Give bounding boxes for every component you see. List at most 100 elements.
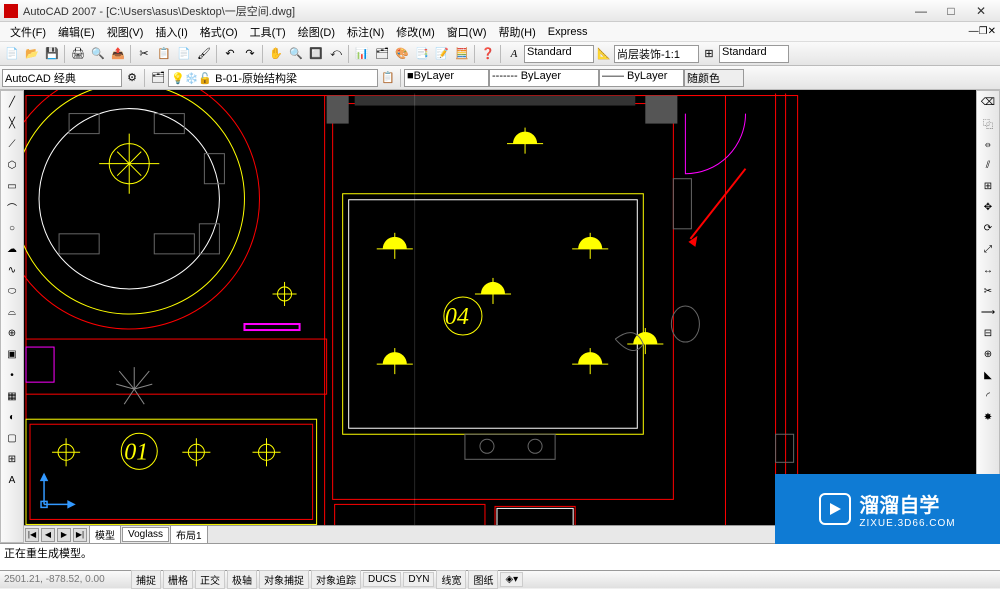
undo-button[interactable]: ↶ <box>220 44 240 64</box>
tab-nav-prev[interactable]: ◀ <box>41 528 55 542</box>
menu-draw[interactable]: 绘图(D) <box>292 22 341 42</box>
menu-file[interactable]: 文件(F) <box>4 22 52 42</box>
extend-tool[interactable]: ⟶ <box>979 303 997 321</box>
trim-tool[interactable]: ✂ <box>979 282 997 300</box>
preview-button[interactable]: 🔍 <box>88 44 108 64</box>
layer-select[interactable]: 💡❄️🔓 B-01-原始结构梁 <box>168 69 378 87</box>
layer-prop-button[interactable]: 🗂 <box>148 68 168 88</box>
table-tool[interactable]: ⊞ <box>3 450 21 468</box>
textstyle-select[interactable]: Standard <box>524 45 594 63</box>
dyn-toggle[interactable]: DYN <box>403 572 434 587</box>
scale-tool[interactable]: ⤢ <box>979 240 997 258</box>
menu-tools[interactable]: 工具(T) <box>244 22 292 42</box>
menu-format[interactable]: 格式(O) <box>194 22 244 42</box>
zoom-rt-button[interactable]: 🔍 <box>286 44 306 64</box>
line-tool[interactable]: ╱ <box>3 93 21 111</box>
zoom-prev-button[interactable]: ⤺ <box>326 44 346 64</box>
otrack-toggle[interactable]: 对象追踪 <box>311 570 361 589</box>
ellipsearc-tool[interactable]: ⌓ <box>3 303 21 321</box>
ellipse-tool[interactable]: ⬭ <box>3 282 21 300</box>
text-style-icon[interactable]: A <box>504 44 524 64</box>
menu-view[interactable]: 视图(V) <box>101 22 150 42</box>
osnap-toggle[interactable]: 对象捕捉 <box>259 570 309 589</box>
rect-tool[interactable]: ▭ <box>3 177 21 195</box>
tab-layout1[interactable]: 布局1 <box>170 525 208 543</box>
revcloud-tool[interactable]: ☁ <box>3 240 21 258</box>
fillet-tool[interactable]: ◜ <box>979 387 997 405</box>
break-tool[interactable]: ⊟ <box>979 324 997 342</box>
hatch-tool[interactable]: ▦ <box>3 387 21 405</box>
insert-tool[interactable]: ⊕ <box>3 324 21 342</box>
array-tool[interactable]: ⊞ <box>979 177 997 195</box>
properties-button[interactable]: 📊 <box>352 44 372 64</box>
tab-model[interactable]: 模型 <box>89 525 121 543</box>
offset-tool[interactable]: ⫽ <box>979 156 997 174</box>
tab-voglass[interactable]: Voglass <box>122 527 169 542</box>
paste-button[interactable]: 📄 <box>174 44 194 64</box>
menu-insert[interactable]: 插入(I) <box>149 22 193 42</box>
snap-toggle[interactable]: 捕捉 <box>131 570 161 589</box>
markup-button[interactable]: 📝 <box>432 44 452 64</box>
redo-button[interactable]: ↷ <box>240 44 260 64</box>
open-button[interactable]: 📂 <box>22 44 42 64</box>
cut-button[interactable]: ✂ <box>134 44 154 64</box>
workspace-select[interactable]: AutoCAD 经典 <box>2 69 122 87</box>
plotstyle-select[interactable]: 随颜色 <box>684 69 744 87</box>
lwt-toggle[interactable]: 线宽 <box>436 570 466 589</box>
mirror-tool[interactable]: ⦵ <box>979 135 997 153</box>
arc-tool[interactable]: ⌒ <box>3 198 21 216</box>
paper-toggle[interactable]: 图纸 <box>468 570 498 589</box>
ortho-toggle[interactable]: 正交 <box>195 570 225 589</box>
lineweight-select[interactable]: —— ByLayer <box>599 69 684 87</box>
publish-button[interactable]: 📤 <box>108 44 128 64</box>
status-icon[interactable]: ◈▾ <box>500 572 523 587</box>
maximize-button[interactable]: □ <box>936 2 966 20</box>
ducs-toggle[interactable]: DUCS <box>363 572 401 587</box>
menu-help[interactable]: 帮助(H) <box>493 22 542 42</box>
mtext-tool[interactable]: A <box>3 471 21 489</box>
rotate-tool[interactable]: ⟳ <box>979 219 997 237</box>
linetype-select[interactable]: ------- ByLayer <box>489 69 599 87</box>
tab-nav-next[interactable]: ▶ <box>57 528 71 542</box>
polygon-tool[interactable]: ⬡ <box>3 156 21 174</box>
doc-minimize-button[interactable]: — <box>969 26 979 37</box>
explode-tool[interactable]: ✸ <box>979 408 997 426</box>
tab-nav-first[interactable]: |◀ <box>25 528 39 542</box>
stretch-tool[interactable]: ↔ <box>979 261 997 279</box>
block-tool[interactable]: ▣ <box>3 345 21 363</box>
tablestyle-select[interactable]: Standard <box>719 45 789 63</box>
calc-button[interactable]: 🧮 <box>452 44 472 64</box>
menu-modify[interactable]: 修改(M) <box>390 22 441 42</box>
zoom-win-button[interactable]: 🔲 <box>306 44 326 64</box>
layer-state-button[interactable]: 📋 <box>378 68 398 88</box>
circle-tool[interactable]: ○ <box>3 219 21 237</box>
point-tool[interactable]: • <box>3 366 21 384</box>
tablestyle-icon[interactable]: ⊞ <box>699 44 719 64</box>
menu-window[interactable]: 窗口(W) <box>441 22 493 42</box>
menu-express[interactable]: Express <box>542 24 594 40</box>
ssm-button[interactable]: 📑 <box>412 44 432 64</box>
copy-tool[interactable]: ⿻ <box>979 114 997 132</box>
gradient-tool[interactable]: ◐ <box>3 408 21 426</box>
grid-toggle[interactable]: 栅格 <box>163 570 193 589</box>
doc-restore-button[interactable]: ❐ <box>979 26 988 37</box>
dc-button[interactable]: 🗂 <box>372 44 392 64</box>
xline-tool[interactable]: ╳ <box>3 114 21 132</box>
polar-toggle[interactable]: 极轴 <box>227 570 257 589</box>
doc-close-button[interactable]: ✕ <box>988 26 996 37</box>
pan-button[interactable]: ✋ <box>266 44 286 64</box>
minimize-button[interactable]: — <box>906 2 936 20</box>
help-button[interactable]: ❓ <box>478 44 498 64</box>
join-tool[interactable]: ⊕ <box>979 345 997 363</box>
move-tool[interactable]: ✥ <box>979 198 997 216</box>
menu-dimension[interactable]: 标注(N) <box>341 22 390 42</box>
chamfer-tool[interactable]: ◣ <box>979 366 997 384</box>
match-button[interactable]: 🖌 <box>194 44 214 64</box>
tab-nav-last[interactable]: ▶| <box>73 528 87 542</box>
save-button[interactable]: 💾 <box>42 44 62 64</box>
tp-button[interactable]: 🎨 <box>392 44 412 64</box>
spline-tool[interactable]: ∿ <box>3 261 21 279</box>
menu-edit[interactable]: 编辑(E) <box>52 22 101 42</box>
new-button[interactable]: 📄 <box>2 44 22 64</box>
dimstyle-select[interactable]: 尚层装饰-1:1 <box>614 45 699 63</box>
